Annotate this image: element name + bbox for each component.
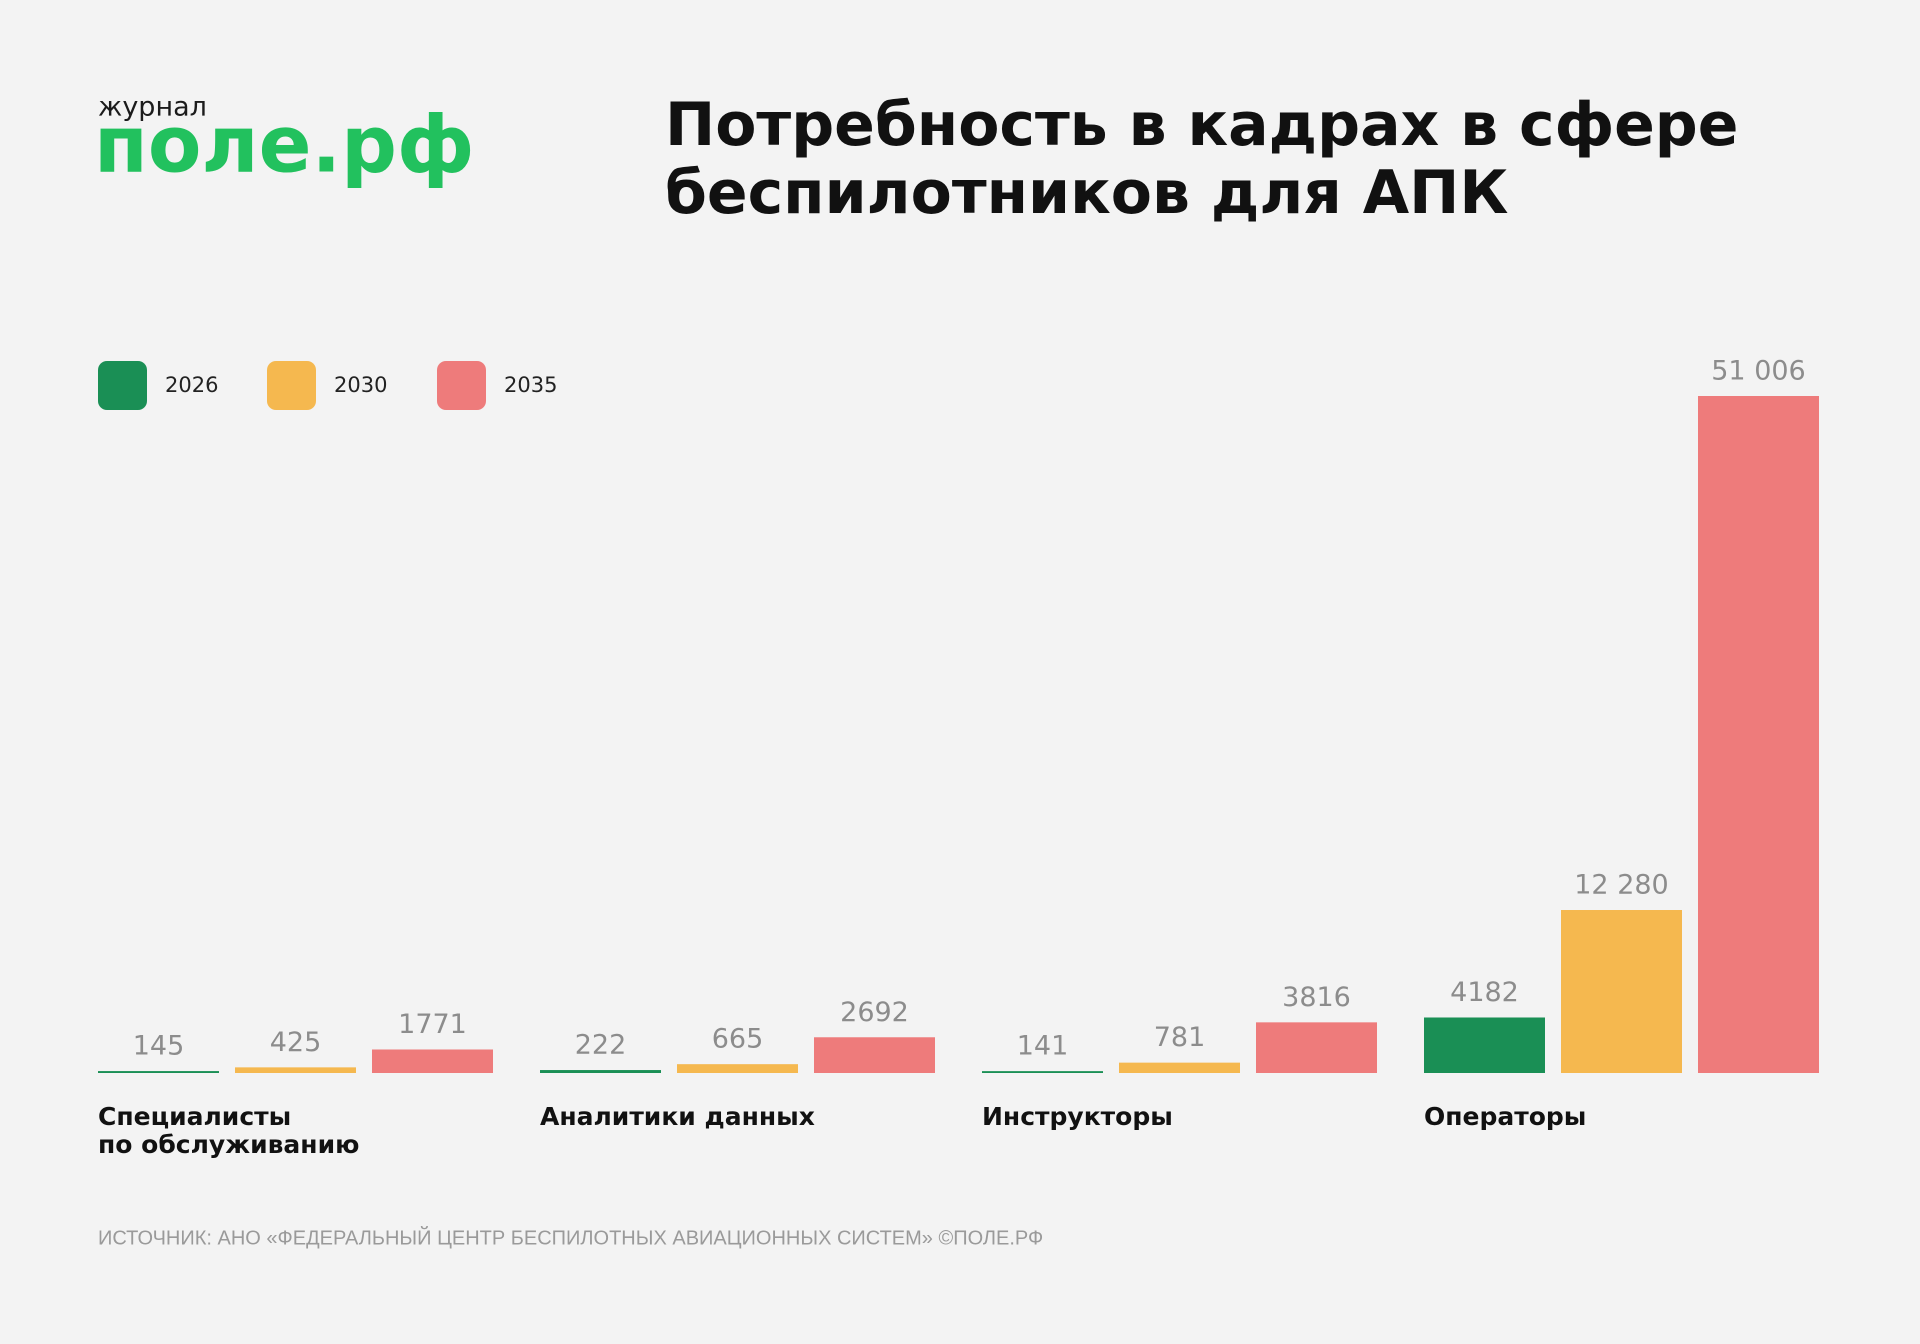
bar (1256, 1022, 1377, 1073)
value-label: 1771 (398, 1009, 467, 1040)
value-label: 3816 (1282, 982, 1351, 1013)
bar (982, 1071, 1103, 1073)
legend-label: 2026 (165, 373, 218, 397)
value-label: 2692 (840, 997, 909, 1028)
bar (814, 1037, 935, 1073)
value-label: 425 (270, 1027, 322, 1058)
logo-big: поле.рф (94, 100, 474, 190)
value-label: 141 (1017, 1031, 1069, 1062)
bar (677, 1064, 798, 1073)
legend-swatch (98, 361, 147, 410)
x-tick-label: Инструкторы (982, 1102, 1173, 1131)
logo-small: журнал (98, 92, 207, 123)
value-label: 781 (1154, 1022, 1206, 1053)
value-label: 12 280 (1574, 870, 1668, 901)
value-label: 4182 (1450, 977, 1519, 1008)
value-label: 51 006 (1711, 356, 1805, 387)
value-label: 145 (133, 1031, 185, 1062)
source: ИСТОЧНИК: АНО «ФЕДЕРАЛЬНЫЙ ЦЕНТР БЕСПИЛО… (98, 1225, 1043, 1249)
bar (1424, 1017, 1545, 1073)
bar (235, 1067, 356, 1073)
chart-title: Потребность в кадрах в сфере беспилотнико… (665, 90, 1738, 228)
value-label: 222 (575, 1030, 627, 1061)
bar (1119, 1062, 1240, 1073)
x-tick-label: Операторы (1424, 1102, 1586, 1131)
bar (540, 1070, 661, 1073)
x-tick-label: Специалисты по обслуживанию (98, 1102, 359, 1159)
legend-swatch (437, 361, 486, 410)
bar (372, 1049, 493, 1073)
bar (1698, 396, 1819, 1073)
legend-label: 2035 (504, 373, 557, 397)
legend-swatch (267, 361, 316, 410)
bar (98, 1071, 219, 1073)
x-tick-label: Аналитики данных (540, 1102, 815, 1131)
value-label: 665 (712, 1024, 764, 1055)
bar (1561, 910, 1682, 1073)
legend-label: 2030 (334, 373, 387, 397)
